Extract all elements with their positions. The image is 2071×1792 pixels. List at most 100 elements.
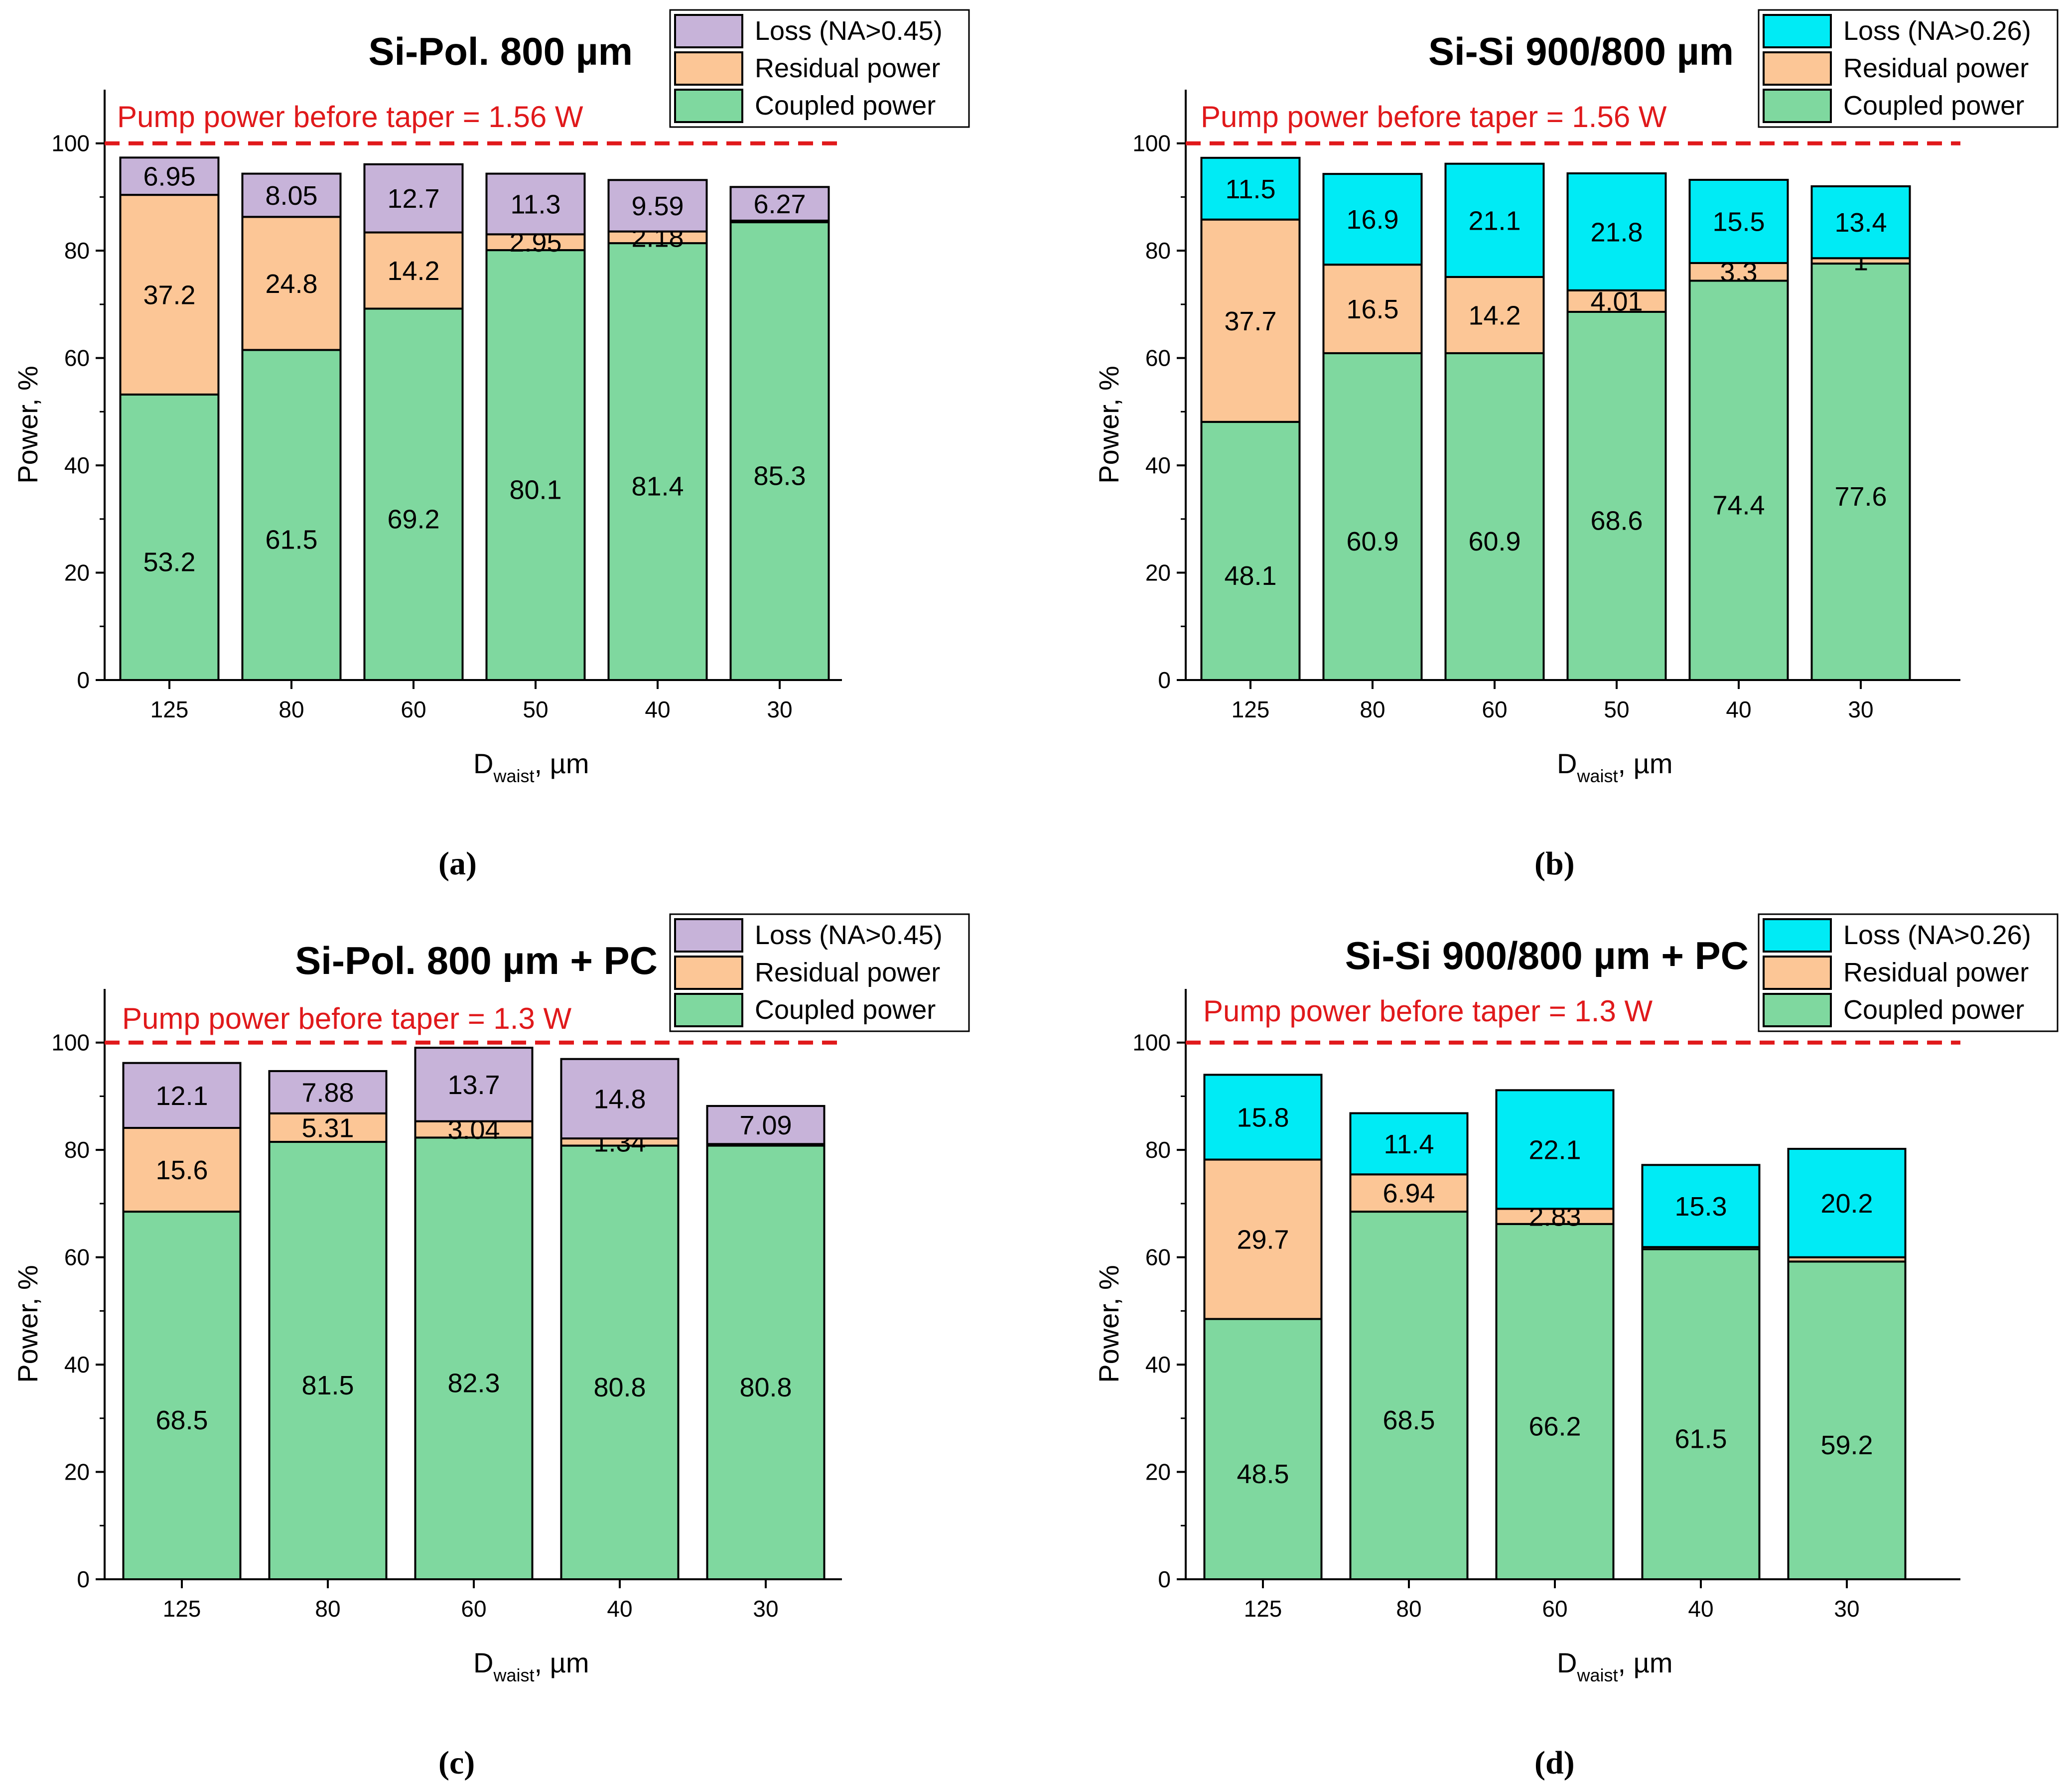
x-tick-label: 40 bbox=[1688, 1596, 1713, 1622]
bar-coupled-60 bbox=[1444, 352, 1545, 681]
legend-swatch-coupled bbox=[1763, 89, 1832, 123]
legend-swatch-loss bbox=[1763, 14, 1832, 48]
x-tick-label: 125 bbox=[1244, 1596, 1282, 1622]
bar-coupled-60 bbox=[363, 307, 464, 681]
panel-caption: (d) bbox=[1534, 1745, 1575, 1781]
bar-residual-80 bbox=[1322, 264, 1423, 354]
x-axis-label: Dwaist, µm bbox=[473, 748, 589, 786]
bar-coupled-125 bbox=[1203, 1318, 1323, 1580]
bar-label-coupled: 81.4 bbox=[631, 472, 684, 502]
chart-title: Si-Pol. 800 µm bbox=[369, 29, 633, 73]
bar-label-coupled: 48.5 bbox=[1237, 1459, 1289, 1489]
legend-label-loss: Loss (NA>0.45) bbox=[755, 16, 943, 46]
bar-coupled-30 bbox=[1787, 1260, 1907, 1581]
y-tick-label: 20 bbox=[64, 1459, 90, 1485]
y-axis-label: Power, % bbox=[1093, 1265, 1124, 1383]
legend-swatch-loss bbox=[674, 918, 743, 953]
bar-label-loss: 9.59 bbox=[631, 191, 684, 221]
bar-label-loss: 13.4 bbox=[1834, 208, 1887, 238]
legend-swatch-residual bbox=[674, 51, 743, 86]
pump-power-label: Pump power before taper = 1.56 W bbox=[1201, 100, 1667, 134]
bar-label-residual: 14.2 bbox=[1468, 300, 1520, 330]
y-tick-label: 80 bbox=[64, 238, 90, 264]
bar-label-loss: 20.2 bbox=[1820, 1189, 1873, 1219]
x-axis-label-sub: waist bbox=[1576, 1665, 1618, 1685]
bar-coupled-30 bbox=[706, 1144, 826, 1581]
legend-swatch-loss bbox=[1763, 918, 1832, 953]
pump-power-label: Pump power before taper = 1.56 W bbox=[117, 100, 583, 134]
bar-label-coupled: 80.1 bbox=[509, 475, 561, 505]
bar-residual-80 bbox=[241, 216, 342, 351]
bar-label-residual: 14.2 bbox=[387, 256, 439, 286]
bar-label-loss: 8.05 bbox=[265, 181, 317, 211]
bar-coupled-60 bbox=[1495, 1223, 1615, 1580]
bar-label-loss: 15.3 bbox=[1674, 1192, 1727, 1222]
bar-loss-125 bbox=[1203, 1074, 1323, 1161]
bar-label-coupled: 61.5 bbox=[265, 525, 317, 555]
bar-loss-40 bbox=[560, 1058, 680, 1140]
x-tick-label: 80 bbox=[315, 1596, 340, 1622]
bar-loss-60 bbox=[1444, 162, 1545, 278]
x-axis-label-unit: , µm bbox=[534, 1647, 589, 1678]
bar-label-residual: 6.94 bbox=[1382, 1179, 1435, 1209]
bar-label-loss: 16.9 bbox=[1346, 205, 1398, 235]
bar-loss-125 bbox=[119, 156, 220, 196]
bar-coupled-40 bbox=[1688, 279, 1789, 681]
bar-loss-40 bbox=[1688, 178, 1789, 264]
chart-panel-d: 0 20 40 60 80 100 Pump power before taper = 1.… bbox=[1093, 913, 2059, 1781]
bar-residual-125 bbox=[1203, 1158, 1323, 1320]
y-tick-label: 100 bbox=[51, 131, 90, 156]
y-tick-label: 80 bbox=[1145, 238, 1171, 264]
x-tick-label: 30 bbox=[753, 1596, 778, 1622]
x-axis-label-unit: , µm bbox=[1618, 748, 1672, 779]
bar-label-residual: 24.8 bbox=[265, 269, 317, 299]
y-tick-label: 0 bbox=[1158, 1566, 1171, 1592]
y-tick-label: 60 bbox=[64, 1244, 90, 1270]
bar-label-residual: 5.31 bbox=[301, 1113, 354, 1143]
y-tick-label: 20 bbox=[1145, 560, 1171, 586]
bar-label-residual: 4.01 bbox=[1590, 286, 1643, 316]
bar-label-coupled: 80.8 bbox=[593, 1373, 646, 1402]
x-axis-label-main: D bbox=[473, 748, 493, 779]
y-tick-label: 100 bbox=[51, 1030, 90, 1056]
bar-loss-80 bbox=[1349, 1112, 1469, 1176]
bar-loss-40 bbox=[607, 179, 708, 233]
bar-label-loss: 21.8 bbox=[1590, 217, 1643, 247]
legend-label-coupled: Coupled power bbox=[755, 91, 936, 121]
bar-label-loss: 12.7 bbox=[387, 184, 439, 214]
y-tick-label: 100 bbox=[1132, 131, 1171, 156]
legend: Loss (NA>0.26) Residual power Coupled powe… bbox=[1758, 913, 2059, 1032]
legend-label-coupled: Coupled power bbox=[755, 995, 936, 1025]
x-axis-label-main: D bbox=[1557, 1647, 1577, 1678]
bar-label-loss: 15.8 bbox=[1237, 1103, 1289, 1132]
bar-coupled-40 bbox=[560, 1144, 680, 1581]
bar-coupled-30 bbox=[1810, 263, 1911, 681]
bar-loss-40 bbox=[1641, 1164, 1761, 1248]
bar-label-loss: 11.5 bbox=[1225, 174, 1275, 204]
bar-label-loss: 6.95 bbox=[143, 162, 195, 192]
y-axis-label: Power, % bbox=[12, 1265, 43, 1383]
legend-swatch-residual bbox=[1763, 51, 1832, 86]
legend-swatch-coupled bbox=[1763, 993, 1832, 1027]
bar-label-loss: 6.27 bbox=[753, 189, 806, 219]
bar-residual-50 bbox=[1566, 289, 1667, 313]
legend-label-residual: Residual power bbox=[1843, 53, 2029, 83]
x-tick-label: 80 bbox=[1396, 1596, 1421, 1622]
bar-label-coupled: 80.8 bbox=[739, 1373, 792, 1402]
legend-label-loss: Loss (NA>0.45) bbox=[755, 920, 943, 950]
bar-loss-30 bbox=[729, 186, 830, 222]
chart-title: Si-Si 900/800 µm + PC bbox=[1345, 934, 1749, 977]
y-tick-label: 0 bbox=[77, 667, 90, 693]
chart-panel-a: 0 20 40 60 80 100 Pump power before taper = 1.… bbox=[12, 9, 970, 882]
x-tick-label: 60 bbox=[401, 696, 426, 722]
legend-label-loss: Loss (NA>0.26) bbox=[1843, 920, 2031, 950]
x-tick-label: 40 bbox=[1726, 696, 1751, 722]
bar-label-coupled: 66.2 bbox=[1528, 1411, 1581, 1441]
bar-loss-125 bbox=[1200, 156, 1301, 221]
x-axis-label-sub: waist bbox=[1576, 766, 1618, 786]
bar-label-loss: 7.09 bbox=[739, 1110, 792, 1140]
bar-label-loss: 11.4 bbox=[1383, 1129, 1434, 1159]
y-tick-label: 60 bbox=[1145, 345, 1171, 371]
legend-label-residual: Residual power bbox=[755, 53, 940, 83]
